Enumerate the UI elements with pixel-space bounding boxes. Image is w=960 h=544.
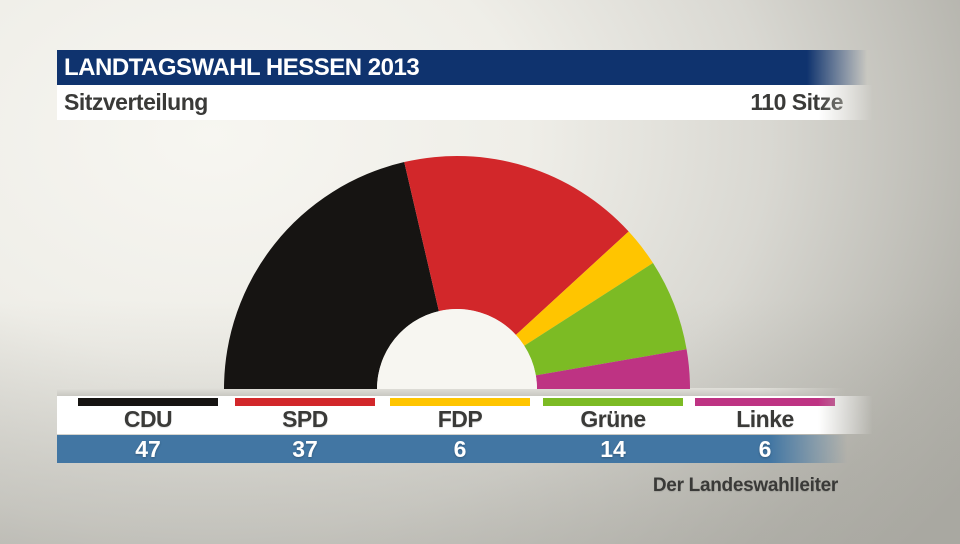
legend-item-linke: Linke <box>695 396 835 434</box>
page-title: LANDTAGSWAHL HESSEN 2013 <box>64 54 420 81</box>
legend-swatch-grne <box>543 398 683 406</box>
seat-distribution-chart <box>224 156 690 389</box>
legend-swatch-cdu <box>78 398 218 406</box>
seat-count-grne: 14 <box>600 436 626 462</box>
seat-count-spd: 37 <box>292 436 318 462</box>
donut-slice-fdp <box>515 231 654 346</box>
subheader-bar: Sitzverteilung 110 Sitze <box>57 85 873 120</box>
legend-label-fdp: FDP <box>437 406 483 432</box>
seat-numbers-bar: 47 37 6 14 6 <box>57 435 847 463</box>
legend-swatch-spd <box>235 398 375 406</box>
seat-count-cdu: 47 <box>135 436 161 462</box>
source-attribution: Der Landeswahlleiter <box>652 475 838 496</box>
donut-slice-cdu <box>224 162 439 389</box>
legend-item-fdp: FDP <box>390 396 530 434</box>
legend-swatch-fdp <box>390 398 530 406</box>
donut-hole <box>377 309 537 389</box>
header-bar: LANDTAGSWAHL HESSEN 2013 <box>57 50 867 85</box>
legend-label-spd: SPD <box>282 406 328 432</box>
legend-item-grne: Grüne <box>543 396 683 434</box>
legend-label-cdu: CDU <box>123 406 173 432</box>
seat-count-linke: 6 <box>758 436 772 462</box>
legend-item-spd: SPD <box>235 396 375 434</box>
donut-slice-spd <box>404 156 629 335</box>
seat-count-fdp: 6 <box>453 436 467 462</box>
baseline-strip <box>57 388 865 396</box>
legend-label-grne: Grüne <box>580 406 646 432</box>
legend-band: CDU SPD FDP Grüne Linke <box>57 396 873 434</box>
legend-swatch-linke <box>695 398 835 406</box>
donut-slice-grne <box>524 263 687 376</box>
legend-label-linke: Linke <box>736 406 794 432</box>
chart-title: Sitzverteilung <box>64 89 208 115</box>
legend-item-cdu: CDU <box>78 396 218 434</box>
donut-slice-linke <box>535 349 690 389</box>
total-seats-label: 110 Sitze <box>750 89 843 115</box>
